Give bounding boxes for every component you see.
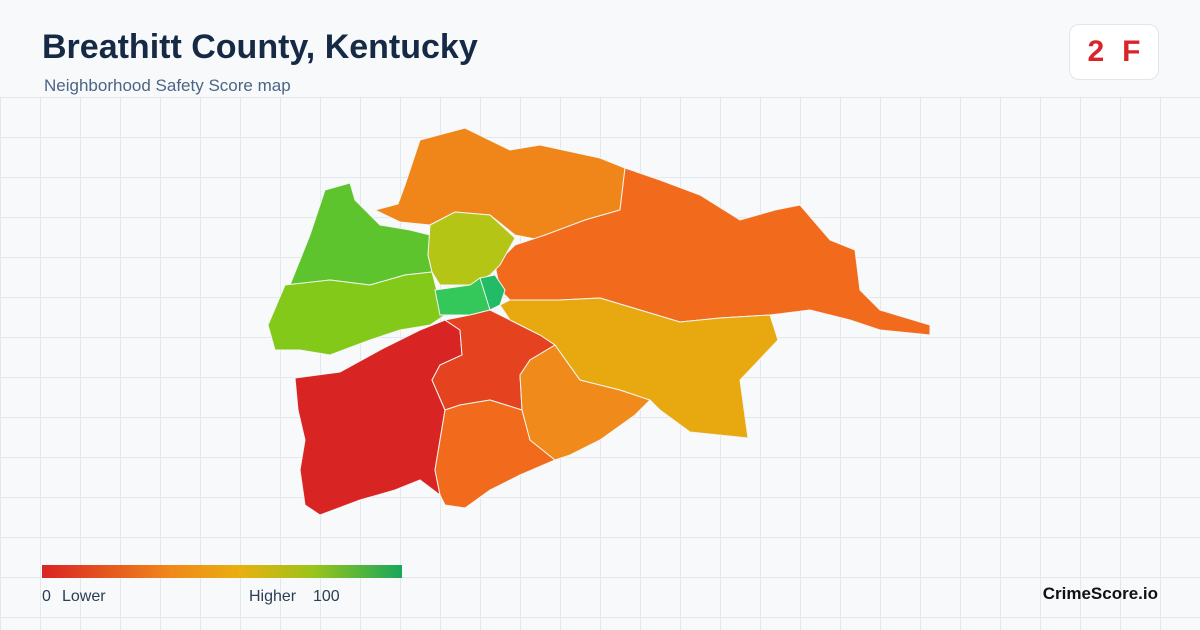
title: Breathitt County, Kentucky [42, 28, 478, 66]
region [434, 399, 556, 509]
legend-min-label: Lower [62, 588, 106, 605]
score: 2 [1087, 35, 1105, 68]
score-badge: 2 F [1069, 24, 1159, 80]
region [499, 297, 779, 439]
legend-min: 0 [42, 588, 51, 605]
legend-gradient [42, 565, 402, 578]
legend-max: 100 [313, 588, 340, 605]
grade: F [1122, 35, 1141, 68]
subtitle: Neighborhood Safety Score map [44, 76, 291, 95]
region [479, 274, 506, 311]
brand: CrimeScore.io [1042, 584, 1158, 603]
region [427, 211, 516, 286]
legend-max-label: Higher [249, 588, 297, 605]
